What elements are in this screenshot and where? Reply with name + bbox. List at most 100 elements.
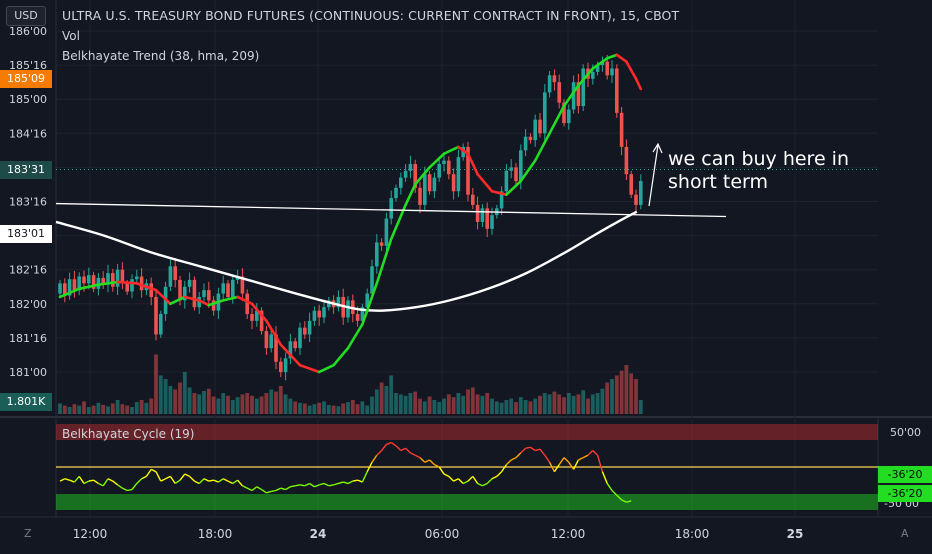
candle-body	[67, 279, 72, 296]
oscillator-line	[59, 441, 632, 503]
volume-legend[interactable]: Vol	[62, 29, 80, 43]
candle-body	[432, 177, 437, 192]
trend-segment	[346, 322, 364, 350]
candle-body	[451, 174, 456, 192]
cycle-segment	[131, 483, 138, 490]
volume-bar	[562, 397, 566, 414]
volume-bar	[384, 386, 389, 414]
candle-body	[211, 300, 216, 311]
candle-body	[600, 61, 605, 66]
volume-bar	[120, 404, 125, 414]
arrow-shaft[interactable]	[648, 144, 659, 207]
candle-body	[610, 68, 614, 76]
volume-bar	[446, 394, 451, 414]
arrow-head[interactable]	[652, 142, 663, 154]
candle-body	[327, 300, 331, 308]
volume-bar	[586, 398, 590, 414]
time-tick-label: 06:00	[425, 527, 460, 541]
volume-bar	[494, 401, 499, 414]
cycle-segment	[203, 478, 210, 482]
cycle-segment	[78, 476, 85, 484]
volume-bar	[269, 389, 274, 414]
cycle-segment	[587, 450, 594, 456]
cycle-segment	[117, 484, 123, 489]
candle-body	[619, 112, 624, 147]
cycle-segment	[486, 478, 493, 484]
cycle-segment	[520, 447, 527, 454]
cycle-segment	[357, 479, 363, 483]
price-tick-label: 184'16	[9, 127, 47, 140]
volume-bar	[379, 382, 384, 414]
volume-bar	[413, 391, 418, 414]
volume-bar	[298, 402, 302, 414]
candle-body	[514, 167, 518, 182]
price-badge-low: 183'01	[0, 225, 52, 243]
trend-segment	[428, 152, 446, 169]
volume-bar	[557, 394, 562, 414]
auto-scale-icon[interactable]: A	[901, 527, 909, 540]
cycle-segment	[122, 487, 128, 492]
volume-bar	[624, 365, 629, 414]
candle-body	[499, 191, 504, 209]
volume-bar	[317, 402, 322, 414]
candle-body	[111, 273, 115, 287]
price-tick-label: 182'16	[9, 264, 47, 277]
annotation-text[interactable]: we can buy here in short term	[668, 148, 850, 193]
trend-legend[interactable]: Belkhayate Trend (38, hma, 209)	[62, 49, 260, 63]
cycle-segment	[596, 455, 604, 472]
cycle-segment	[314, 484, 320, 488]
volume-bar	[355, 404, 360, 414]
currency-badge[interactable]: USD	[6, 6, 46, 26]
volume-bar	[360, 401, 365, 414]
trend-line-drawing[interactable]	[55, 202, 727, 218]
volume-bar	[264, 393, 269, 414]
cycle-segment	[150, 468, 157, 473]
candle-body	[197, 296, 201, 308]
price-tick-label: 182'00	[9, 298, 47, 311]
cycle-segment	[361, 471, 368, 483]
trend-segment	[332, 346, 350, 367]
price-tick-label: 183'16	[9, 196, 47, 209]
candle-body	[509, 167, 513, 171]
cycle-legend[interactable]: Belkhayate Cycle (19)	[62, 427, 195, 441]
volume-bar	[163, 379, 168, 414]
volume-bar	[154, 354, 158, 414]
volume-bar	[139, 400, 144, 414]
cycle-segment	[218, 478, 224, 483]
volume-bar	[370, 396, 374, 414]
candle-body	[442, 160, 446, 164]
trend-segment	[505, 179, 523, 196]
volume-bar	[581, 390, 586, 414]
cycle-segment	[410, 452, 416, 456]
volume-bar	[178, 382, 182, 414]
cycle-segment	[352, 479, 358, 482]
candle-body	[615, 68, 619, 113]
cycle-segment	[477, 482, 483, 487]
osc-upper-label: 50'00	[890, 426, 922, 439]
volume-bar	[528, 401, 533, 414]
cycle-segment	[505, 459, 512, 466]
volume-bar	[197, 394, 202, 414]
cycle-segment	[299, 484, 305, 487]
cycle-segment	[160, 478, 166, 482]
cycle-segment	[333, 482, 339, 486]
candle-body	[605, 61, 609, 76]
candle-body	[135, 276, 139, 280]
time-tick-label: 24	[310, 527, 327, 541]
price-tick-label: 181'16	[9, 332, 47, 345]
candle-body	[235, 276, 240, 280]
volume-bar	[96, 402, 101, 414]
candle-body	[192, 279, 197, 308]
candle-body	[461, 146, 465, 158]
user-drawings[interactable]	[55, 142, 727, 218]
osc-value-badge-a: -36'20	[878, 466, 932, 483]
volume-bar	[403, 395, 408, 414]
candle-body	[480, 208, 485, 222]
volume-bar	[149, 398, 154, 414]
volume-bar	[456, 393, 461, 414]
timezone-icon[interactable]: Z	[24, 527, 32, 540]
volume-bar	[235, 397, 240, 414]
cycle-segment	[424, 459, 430, 463]
